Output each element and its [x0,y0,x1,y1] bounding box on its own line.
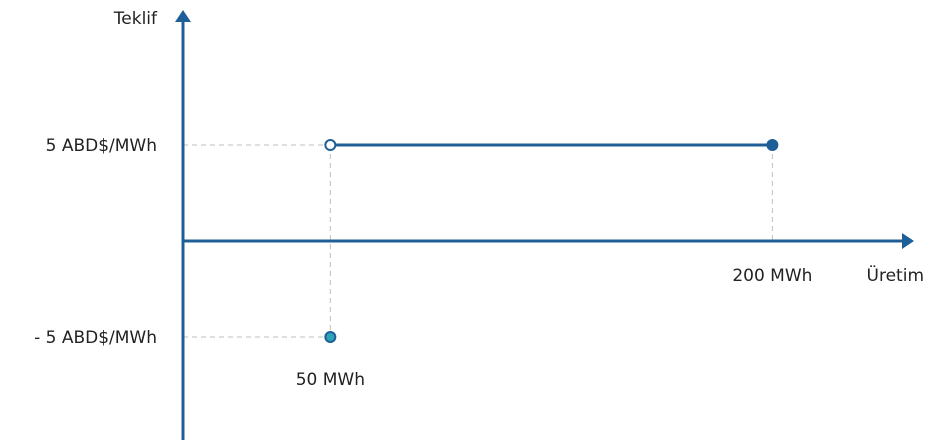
x-tick-label-0: 50 MWh [296,370,365,390]
y-axis-arrow-icon [175,10,191,22]
x-axis-label: Üretim [867,264,924,286]
axes [175,10,914,440]
y-tick-label-1: - 5 ABD$/MWh [34,328,157,348]
y-tick-label-0: 5 ABD$/MWh [46,136,157,156]
x-tick-label-1: 200 MWh [732,266,812,286]
data-point-2 [766,139,779,152]
y-axis-label: Teklif [113,9,158,29]
axis-labels: Teklif Üretim [113,9,924,286]
x-axis-arrow-icon [902,233,914,250]
tick-labels: 5 ABD$/MWh - 5 ABD$/MWh 50 MWh 200 MWh [34,136,812,390]
data-point-0 [324,331,337,344]
data-point-1 [324,139,337,152]
bid-series [324,139,779,344]
guide-lines [183,144,773,338]
